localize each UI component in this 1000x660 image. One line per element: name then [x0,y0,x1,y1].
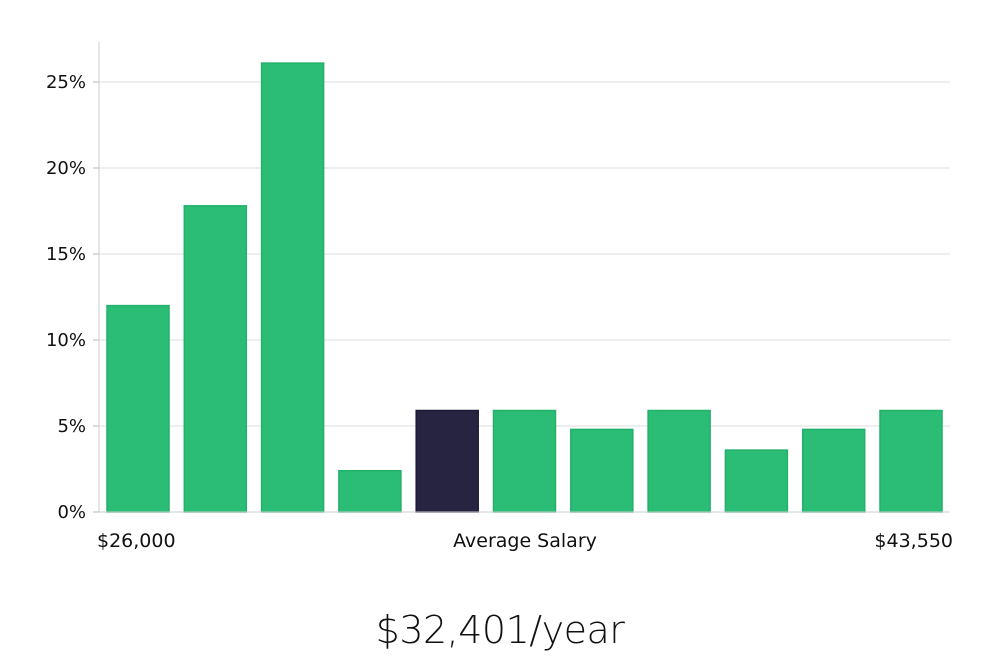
histogram-bar [183,205,248,513]
histogram-bar [801,428,866,513]
histogram-bar-average [415,409,479,513]
y-tick-label: 5% [57,416,86,437]
x-max-label: $43,550 [874,530,953,552]
histogram-bar [647,409,711,513]
y-tick-label: 10% [46,330,86,351]
x-min-label: $26,000 [97,530,176,552]
histogram-bar [106,304,170,513]
bars [106,62,943,513]
y-tick-label: 15% [46,244,86,265]
salary-histogram: 0%5%10%15%20%25% $26,000 Average Salary … [46,42,953,552]
histogram-bar [879,409,943,513]
y-tick-label: 0% [57,502,86,523]
y-tick-label: 20% [46,158,86,179]
x-center-label: Average Salary [453,530,597,552]
y-tick-label: 25% [46,72,86,93]
histogram-bar [492,409,557,513]
histogram-bar [724,449,789,513]
histogram-bar [570,428,634,513]
average-salary-value: $32,401/year [375,608,625,652]
histogram-bar [338,469,402,513]
axes [98,42,950,513]
y-tick-labels: 0% 5% 10% 15% 20% 25% [46,72,99,523]
histogram-bar [260,62,325,513]
